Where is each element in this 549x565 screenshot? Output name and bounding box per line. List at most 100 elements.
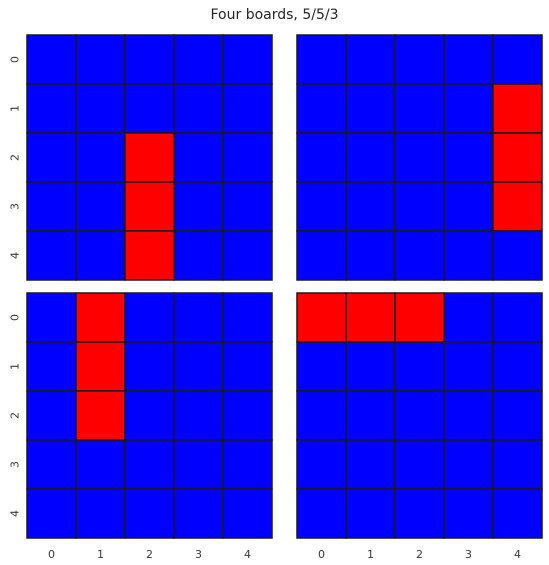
cell-p0-r4-c0 (26, 230, 77, 281)
col-tick-p2-4: 4 (244, 548, 251, 561)
cell-p0-r1-c1 (75, 83, 126, 134)
cell-p3-r1-c0 (296, 341, 347, 392)
chart-title: Four boards, 5/5/3 (211, 7, 339, 23)
board-panel-0: 0 1 2 3 4 (9, 34, 273, 281)
cell-p0-r1-c0 (26, 83, 77, 134)
cell-p0-r0-c1 (75, 34, 126, 85)
cell-p1-r0-c2 (394, 34, 445, 85)
cell-p1-r0-c3 (443, 34, 494, 85)
cell-p1-r2-c4 (492, 132, 543, 183)
cell-p0-r3-c2 (124, 181, 175, 232)
cell-p0-r3-c3 (173, 181, 224, 232)
cell-p3-r4-c3 (443, 488, 494, 539)
cell-p2-r2-c4 (222, 390, 273, 441)
cell-p0-r0-c3 (173, 34, 224, 85)
cell-p2-r1-c4 (222, 341, 273, 392)
cell-p3-r3-c0 (296, 439, 347, 490)
cell-p3-r3-c2 (394, 439, 445, 490)
cell-p3-r2-c1 (345, 390, 396, 441)
cell-p2-r3-c4 (222, 439, 273, 490)
cell-p2-r2-c0 (26, 390, 77, 441)
cell-p0-r0-c0 (26, 34, 77, 85)
cell-p1-r1-c1 (345, 83, 396, 134)
cell-p1-r1-c4 (492, 83, 543, 134)
cell-p0-r2-c4 (222, 132, 273, 183)
cell-p2-r0-c3 (173, 292, 224, 343)
cell-p2-r4-c4 (222, 488, 273, 539)
col-tick-p3-4: 4 (514, 548, 521, 561)
cell-p0-r3-c0 (26, 181, 77, 232)
row-tick-p0-2: 2 (9, 154, 22, 161)
cell-p3-r2-c2 (394, 390, 445, 441)
row-tick-p2-0: 0 (9, 314, 22, 321)
cell-p2-r0-c0 (26, 292, 77, 343)
cell-p1-r3-c1 (345, 181, 396, 232)
cell-p3-r3-c4 (492, 439, 543, 490)
cell-p1-r4-c0 (296, 230, 347, 281)
cell-p3-r3-c3 (443, 439, 494, 490)
cell-p2-r4-c3 (173, 488, 224, 539)
col-tick-p3-3: 3 (465, 548, 472, 561)
cell-p1-r2-c2 (394, 132, 445, 183)
cell-p0-r2-c1 (75, 132, 126, 183)
cell-p3-r1-c2 (394, 341, 445, 392)
cell-p1-r1-c2 (394, 83, 445, 134)
row-tick-p2-4: 4 (9, 510, 22, 517)
board-panel-2: 0 1 2 3 4 0 1 2 3 4 (9, 292, 273, 561)
cell-p3-r0-c1 (345, 292, 396, 343)
row-tick-p0-1: 1 (9, 105, 22, 112)
cell-p2-r1-c3 (173, 341, 224, 392)
cell-p2-r1-c2 (124, 341, 175, 392)
cell-p3-r3-c1 (345, 439, 396, 490)
cell-p3-r4-c1 (345, 488, 396, 539)
cell-p3-r2-c0 (296, 390, 347, 441)
cell-p2-r3-c0 (26, 439, 77, 490)
cell-p1-r3-c2 (394, 181, 445, 232)
cell-p2-r4-c1 (75, 488, 126, 539)
cell-p2-r1-c0 (26, 341, 77, 392)
cell-p3-r2-c3 (443, 390, 494, 441)
cell-p2-r2-c3 (173, 390, 224, 441)
cell-p3-r4-c4 (492, 488, 543, 539)
cell-p1-r2-c0 (296, 132, 347, 183)
cell-p1-r2-c3 (443, 132, 494, 183)
col-tick-p3-2: 2 (416, 548, 423, 561)
col-tick-p3-0: 0 (318, 548, 325, 561)
cell-p1-r4-c2 (394, 230, 445, 281)
cell-p1-r3-c0 (296, 181, 347, 232)
cell-p2-r2-c1 (75, 390, 126, 441)
row-tick-p2-2: 2 (9, 412, 22, 419)
cell-p0-r1-c3 (173, 83, 224, 134)
cell-p2-r4-c2 (124, 488, 175, 539)
cell-p0-r1-c2 (124, 83, 175, 134)
col-tick-p2-2: 2 (146, 548, 153, 561)
cell-p2-r3-c2 (124, 439, 175, 490)
cell-p2-r0-c4 (222, 292, 273, 343)
cell-p0-r2-c3 (173, 132, 224, 183)
cell-p0-r3-c1 (75, 181, 126, 232)
cell-p3-r1-c1 (345, 341, 396, 392)
col-tick-p3-1: 1 (367, 548, 374, 561)
col-tick-p2-0: 0 (48, 548, 55, 561)
cell-p1-r0-c0 (296, 34, 347, 85)
row-tick-p0-0: 0 (9, 56, 22, 63)
cell-p3-r4-c0 (296, 488, 347, 539)
cell-p3-r0-c3 (443, 292, 494, 343)
cell-p0-r4-c3 (173, 230, 224, 281)
cell-p3-r2-c4 (492, 390, 543, 441)
cell-p3-r0-c4 (492, 292, 543, 343)
col-tick-p2-1: 1 (97, 548, 104, 561)
cell-p3-r1-c4 (492, 341, 543, 392)
row-tick-p2-1: 1 (9, 363, 22, 370)
cell-p1-r0-c1 (345, 34, 396, 85)
cell-p0-r4-c1 (75, 230, 126, 281)
cell-p0-r0-c2 (124, 34, 175, 85)
cell-p1-r2-c1 (345, 132, 396, 183)
cell-p0-r1-c4 (222, 83, 273, 134)
cell-p3-r0-c0 (296, 292, 347, 343)
cell-p2-r3-c3 (173, 439, 224, 490)
cell-p3-r0-c2 (394, 292, 445, 343)
cell-p2-r4-c0 (26, 488, 77, 539)
cell-p1-r4-c1 (345, 230, 396, 281)
